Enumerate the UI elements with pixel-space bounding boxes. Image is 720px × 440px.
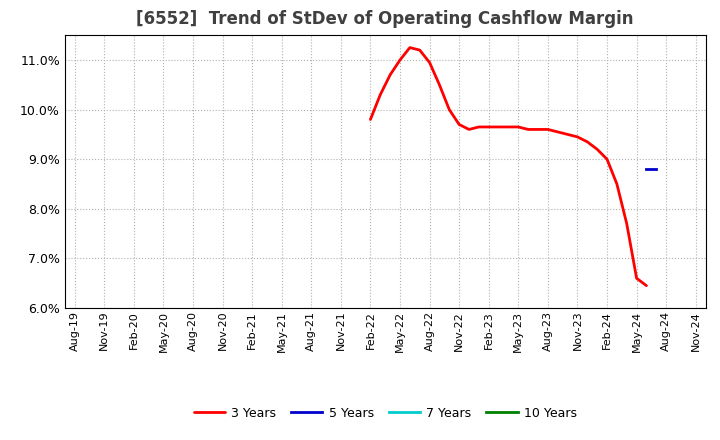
3 Years [593,147,601,152]
3 Years [396,57,405,62]
3 Years [494,125,503,130]
3 Years [563,132,572,137]
3 Years [386,72,395,77]
3 Years [642,283,651,288]
3 Years [376,92,384,97]
3 Years [366,117,374,122]
3 Years [415,48,424,53]
5 Years [652,166,661,172]
3 Years [603,157,611,162]
3 Years [435,82,444,88]
3 Years [544,127,552,132]
3 Years [632,275,641,281]
3 Years [474,125,483,130]
3 Years [445,107,454,112]
Line: 3 Years: 3 Years [370,48,647,286]
3 Years [534,127,542,132]
3 Years [583,139,592,144]
3 Years [426,60,434,65]
3 Years [464,127,473,132]
3 Years [504,125,513,130]
3 Years [405,45,414,50]
3 Years [613,181,621,187]
3 Years [514,125,523,130]
3 Years [524,127,533,132]
3 Years [554,129,562,135]
3 Years [622,221,631,226]
Legend: 3 Years, 5 Years, 7 Years, 10 Years: 3 Years, 5 Years, 7 Years, 10 Years [189,402,582,425]
3 Years [455,122,464,127]
3 Years [573,134,582,139]
Title: [6552]  Trend of StDev of Operating Cashflow Margin: [6552] Trend of StDev of Operating Cashf… [137,10,634,28]
3 Years [485,125,493,130]
5 Years [642,166,651,172]
